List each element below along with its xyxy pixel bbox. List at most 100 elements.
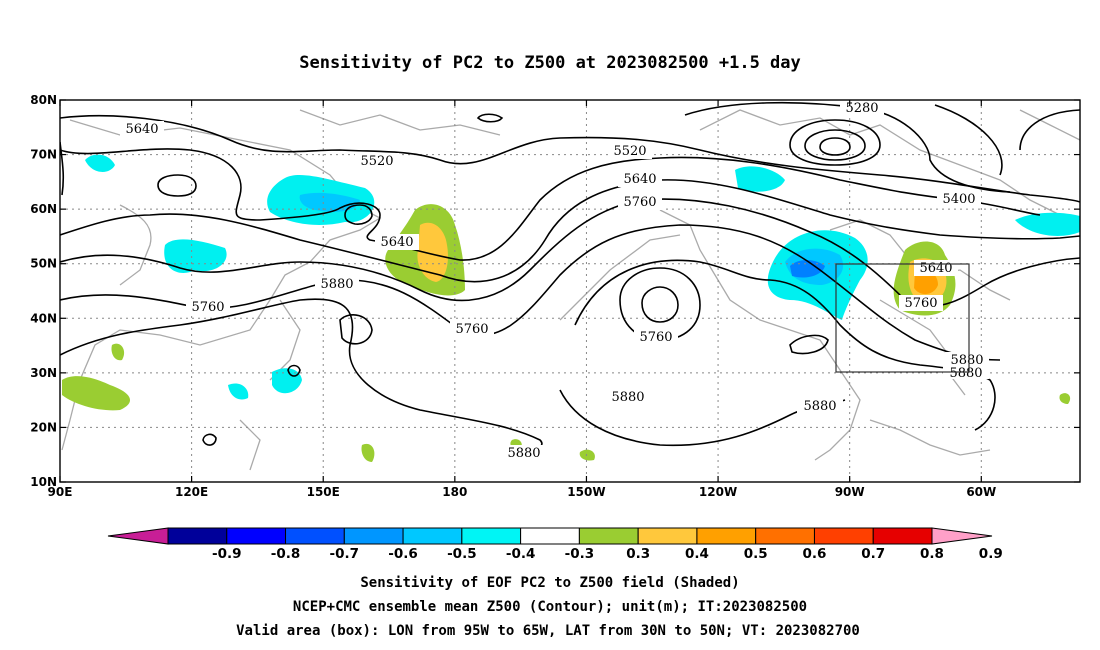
shade-neg-wpac-1	[228, 383, 249, 400]
contour-label: 5880	[803, 399, 836, 414]
longitude-label: 120E	[175, 485, 208, 499]
contour-sea-closed	[202, 433, 217, 446]
latitude-label: 80N	[30, 93, 57, 107]
contour-5880-west	[60, 298, 543, 454]
contour-wpac-closed	[287, 364, 301, 377]
contour-5760-b	[60, 224, 1001, 361]
colorbar-label: -0.7	[330, 546, 360, 562]
contour-label: 5520	[360, 154, 393, 169]
contour-5640-mid	[60, 179, 1080, 283]
colorbar-swatch	[637, 527, 698, 545]
contour-5280-outer	[789, 119, 881, 166]
contour-label: 5640	[125, 122, 158, 137]
shade-neg-atlantic	[1015, 212, 1080, 236]
colorbar-label: 0.9	[979, 546, 1003, 562]
contour-5880-ring	[339, 314, 373, 345]
contour-label: 5760	[639, 330, 672, 345]
colorbar-swatch	[285, 527, 345, 545]
latitude-label: 30N	[30, 366, 57, 380]
longitude-label: 120W	[699, 485, 737, 499]
contour-label: 5280	[845, 101, 878, 116]
caption-line-3: Valid area (box): LON from 95W to 65W, L…	[236, 623, 860, 639]
latitude-label: 60N	[30, 202, 57, 216]
colorbar-swatch	[343, 527, 404, 545]
longitude-label: 90W	[835, 485, 865, 499]
contour-label: 5640	[623, 172, 656, 187]
longitude-label: 150E	[307, 485, 340, 499]
colorbar-label: 0.7	[861, 546, 885, 562]
contour-5760-low-inner	[641, 286, 679, 323]
contour-label: 5880	[611, 390, 644, 405]
colorbar-label: -0.5	[447, 546, 477, 562]
colorbar-swatch	[578, 527, 639, 545]
colorbar-swatch	[696, 527, 757, 545]
colorbar-low-triangle	[107, 527, 169, 545]
caption-line-2: NCEP+CMC ensemble mean Z500 (Contour); u…	[293, 599, 807, 615]
colorbar-label: -0.3	[565, 546, 595, 562]
shade-neg-asia-2	[164, 239, 227, 273]
graticule	[60, 100, 1080, 482]
axis-ticks	[59, 99, 1080, 483]
contour-label: 5640	[919, 261, 952, 276]
longitude-label: 180	[442, 485, 467, 499]
shade-pos-pac-3	[579, 449, 595, 461]
contour-ne	[1019, 109, 1080, 151]
contour-5400-b	[934, 104, 1003, 176]
contour-label: 5400	[942, 192, 975, 207]
contour-5880-east	[574, 259, 996, 431]
colorbar-swatch	[402, 527, 463, 545]
colorbar-label: -0.6	[388, 546, 418, 562]
valid-area-box	[835, 263, 970, 373]
contour-5280-mid	[804, 129, 866, 161]
z500-contours	[60, 101, 1080, 454]
contour-label: 5640	[380, 235, 413, 250]
contour-label: 5760	[455, 322, 488, 337]
colorbar-label: -0.9	[212, 546, 242, 562]
colorbar-swatch	[461, 527, 522, 545]
shade-pos-pac-1	[361, 443, 375, 462]
colorbar-swatch	[226, 527, 287, 545]
contour-kam-closed	[344, 204, 373, 225]
contour-label: 5880	[507, 446, 540, 461]
shade-neg-wpac-2	[272, 368, 302, 394]
colorbar-label: 0.4	[685, 546, 709, 562]
shade-neg-canada	[735, 166, 785, 192]
colorbar-label: 0.5	[744, 546, 768, 562]
caption-line-1: Sensitivity of EOF PC2 to Z500 field (Sh…	[360, 575, 739, 591]
contour-label: 5760	[623, 195, 656, 210]
colorbar-high-triangle	[931, 527, 993, 545]
colorbar-label: 0.3	[626, 546, 650, 562]
colorbar-swatch	[872, 527, 933, 545]
contour-label: 5880	[950, 353, 983, 368]
shade-neg-kam-core	[299, 192, 360, 212]
longitude-label: 60W	[966, 485, 996, 499]
shade-neg-na-core	[790, 260, 825, 278]
latitude-label: 10N	[30, 475, 57, 489]
colorbar-label: -0.4	[506, 546, 536, 562]
colorbar-swatch	[755, 527, 815, 545]
colorbar-swatch	[813, 527, 874, 545]
contour-label: 5760	[904, 296, 937, 311]
colorbar-swatch	[520, 527, 580, 545]
colorbar-label: 0.6	[803, 546, 827, 562]
latitude-label: 20N	[30, 420, 57, 434]
latitude-label: 50N	[30, 257, 57, 271]
colorbar-swatch	[167, 527, 228, 545]
shade-pos-atl	[1059, 393, 1071, 404]
contour-asia-closed	[157, 174, 197, 197]
longitude-label: 150W	[567, 485, 605, 499]
contour-label: 5760	[191, 300, 224, 315]
figure-title: Sensitivity of PC2 to Z500 at 2023082500…	[299, 53, 801, 73]
shade-pos-sea-2	[111, 343, 125, 361]
shade-neg-asia-1	[85, 154, 115, 172]
latitude-labels: 80N 70N 60N 50N 40N 30N 20N 10N	[30, 93, 57, 489]
contour-small-north	[476, 113, 504, 123]
shade-pos-dateline-core	[417, 222, 448, 282]
colorbar-label: -0.8	[271, 546, 301, 562]
contour-5280-inner	[819, 137, 851, 156]
contour-5880-small	[789, 334, 829, 355]
contour-labels: 5640 5520 5640 5880 5760 5760 5520 5640 …	[120, 100, 989, 461]
contour-5400	[684, 101, 1011, 193]
contour-label: 5520	[613, 144, 646, 159]
